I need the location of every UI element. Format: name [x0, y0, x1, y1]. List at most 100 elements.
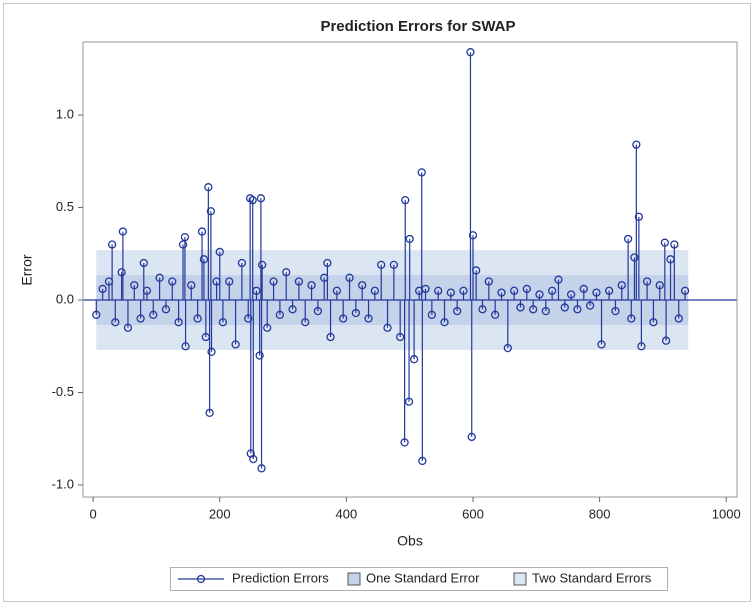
error-point — [98, 284, 107, 294]
error-point — [547, 286, 557, 295]
error-point — [400, 438, 409, 447]
error-point — [269, 277, 278, 286]
error-point — [535, 290, 544, 299]
chart-title: Prediction Errors for SWAP — [320, 18, 515, 35]
legend-label: Prediction Errors — [232, 570, 329, 585]
error-point — [660, 238, 669, 247]
error-point — [275, 310, 285, 319]
error-point — [573, 305, 582, 314]
y-axis-label: Error — [19, 254, 35, 285]
legend-label: Two Standard Errors — [532, 570, 652, 585]
y-tick-label: -1.0 — [52, 476, 74, 491]
plot-frame — [82, 41, 738, 498]
legend-swatch — [347, 572, 361, 586]
error-point — [637, 342, 646, 351]
error-point — [560, 303, 569, 312]
error-point — [478, 305, 487, 314]
y-tick-label: 0.0 — [56, 291, 74, 306]
error-point — [180, 232, 190, 242]
error-point — [197, 227, 207, 236]
error-point — [655, 281, 664, 290]
error-point — [434, 286, 443, 295]
error-point — [377, 260, 386, 270]
error-point — [117, 268, 126, 277]
error-point — [123, 323, 133, 332]
x-tick-label: 600 — [462, 506, 484, 521]
error-point — [199, 255, 209, 264]
error-point — [313, 306, 323, 316]
error-point — [218, 318, 228, 327]
error-point — [611, 306, 620, 316]
error-point — [364, 314, 373, 323]
error-point — [130, 281, 139, 290]
error-point — [358, 281, 367, 290]
error-point — [307, 281, 316, 290]
x-tick-label: 200 — [209, 506, 231, 521]
legend-label: One Standard Error — [366, 570, 480, 585]
error-point — [468, 231, 478, 240]
error-point — [389, 260, 399, 270]
error-point — [642, 277, 652, 286]
y-tick-label: 1.0 — [56, 106, 74, 121]
error-point — [509, 286, 519, 295]
x-axis-label: Obs — [397, 533, 423, 549]
error-point — [92, 310, 101, 319]
error-point — [345, 273, 354, 282]
error-point — [409, 355, 419, 364]
error-point — [370, 286, 380, 295]
error-point — [256, 194, 266, 203]
error-point — [617, 281, 626, 290]
error-point — [282, 268, 291, 277]
error-point — [417, 168, 426, 177]
error-point — [472, 266, 481, 275]
y-tick-label: 0.5 — [56, 199, 74, 214]
error-point — [497, 288, 506, 297]
error-point — [107, 240, 117, 249]
error-point — [193, 314, 202, 323]
error-point — [446, 288, 455, 297]
x-tick-label: 0 — [90, 506, 97, 521]
error-point — [225, 277, 234, 286]
error-point — [118, 227, 128, 236]
error-point — [597, 340, 606, 349]
x-tick-label: 400 — [336, 506, 358, 521]
error-point — [405, 234, 414, 244]
error-point — [649, 318, 658, 327]
error-point — [257, 464, 266, 473]
error-point — [566, 290, 576, 299]
error-point — [258, 260, 267, 270]
error-point — [263, 323, 272, 332]
error-point — [484, 277, 493, 286]
legend-swatch — [513, 572, 527, 586]
error-point — [255, 351, 264, 360]
error-point — [323, 258, 332, 268]
error-point — [459, 286, 468, 295]
error-point — [181, 342, 190, 351]
error-point — [522, 284, 531, 294]
error-point — [205, 408, 214, 417]
error-point — [453, 306, 462, 316]
error-point — [301, 318, 310, 327]
error-point — [288, 305, 297, 314]
error-point — [661, 336, 671, 345]
error-point — [623, 234, 633, 244]
error-point — [231, 340, 240, 349]
error-point — [421, 284, 430, 294]
error-point — [111, 318, 120, 327]
x-tick-label: 1000 — [712, 506, 741, 521]
error-point — [142, 286, 152, 295]
error-point — [585, 301, 595, 310]
error-point — [351, 308, 361, 318]
error-point — [579, 284, 588, 294]
error-point — [404, 397, 414, 406]
error-point — [248, 195, 257, 205]
error-point — [174, 318, 183, 327]
error-point — [237, 258, 247, 268]
error-point — [207, 347, 216, 356]
error-point — [339, 314, 348, 323]
error-point — [467, 432, 476, 442]
error-point — [630, 253, 639, 262]
error-point — [634, 212, 644, 221]
error-point — [332, 286, 342, 295]
